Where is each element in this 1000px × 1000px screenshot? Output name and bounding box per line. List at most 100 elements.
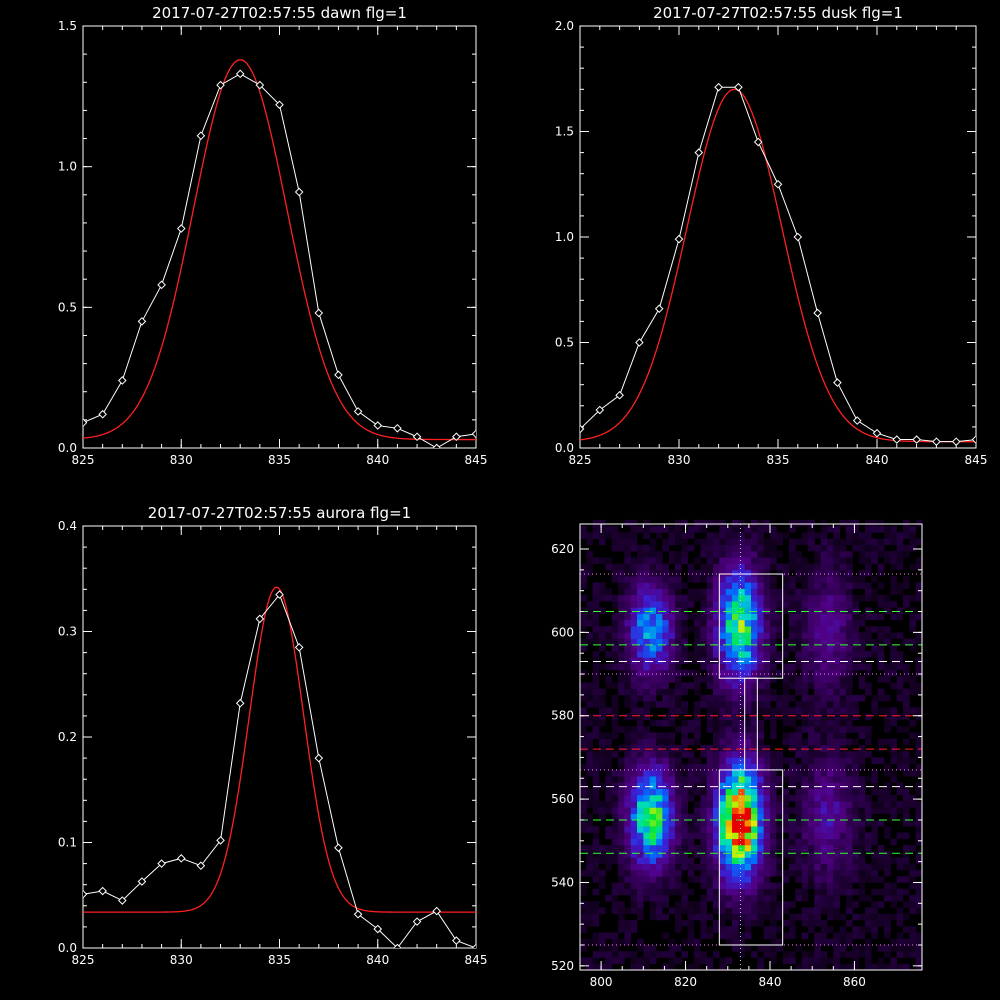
heatmap-cell	[877, 919, 885, 927]
heatmap-cell	[618, 807, 625, 814]
heatmap-cell	[782, 694, 790, 702]
heatmap-cell	[757, 663, 764, 671]
heatmap-cell	[732, 926, 739, 933]
heatmap-cell	[732, 888, 739, 896]
heatmap-cell	[839, 844, 847, 852]
heatmap-cell	[814, 757, 821, 764]
heatmap-cell	[763, 901, 771, 908]
heatmap-cell	[820, 807, 828, 814]
heatmap-cell	[694, 613, 701, 621]
heatmap-cell	[801, 776, 809, 783]
heatmap-cell	[896, 763, 904, 771]
heatmap-cell	[871, 769, 878, 777]
heatmap-cell	[909, 844, 916, 852]
heatmap-cell	[744, 888, 752, 896]
heatmap-cell	[668, 569, 676, 577]
heatmap-cell	[624, 876, 631, 883]
heatmap-cell	[789, 719, 796, 727]
heatmap-cell	[618, 776, 625, 783]
heatmap-cell	[846, 894, 853, 902]
heatmap-cell	[713, 769, 720, 777]
heatmap-cell	[675, 669, 682, 677]
heatmap-cell	[637, 588, 644, 596]
heatmap-cell	[706, 776, 714, 783]
heatmap-cell	[656, 807, 663, 814]
heatmap-cell	[649, 669, 657, 677]
heatmap-cell	[605, 851, 612, 858]
heatmap-cell	[782, 576, 790, 583]
heatmap-cell	[713, 544, 720, 552]
heatmap-cell	[801, 676, 809, 683]
heatmap-cell	[858, 732, 866, 739]
heatmap-cell	[732, 719, 739, 727]
heatmap-cell	[580, 813, 587, 821]
heatmap-cell	[744, 682, 752, 689]
heatmap-cell	[776, 669, 783, 677]
heatmap-cell	[656, 763, 663, 771]
heatmap-cell	[637, 576, 644, 583]
heatmap-cell	[637, 651, 644, 658]
data-point	[432, 906, 442, 916]
heatmap-cell	[668, 532, 676, 539]
heatmap-cell	[649, 676, 657, 683]
heatmap-cell	[719, 538, 726, 546]
heatmap-cell	[643, 694, 650, 702]
heatmap-cell	[789, 863, 796, 871]
heatmap-cell	[681, 594, 688, 602]
heatmap-cell	[649, 951, 657, 958]
heatmap-cell	[700, 826, 707, 833]
y-tick-label: 1.5	[555, 125, 574, 139]
heatmap-cell	[605, 794, 612, 802]
fit-curve	[83, 59, 476, 441]
heatmap-cell	[782, 801, 790, 808]
heatmap-cell	[833, 651, 840, 658]
heatmap-cell	[814, 688, 821, 696]
heatmap-cell	[700, 769, 707, 777]
heatmap-cell	[751, 532, 758, 539]
heatmap-cell	[801, 519, 809, 527]
data-point	[615, 390, 624, 400]
heatmap-cell	[763, 894, 771, 902]
heatmap-cell	[592, 901, 600, 908]
heatmap-cell	[839, 932, 847, 940]
heatmap-cell	[858, 638, 866, 646]
heatmap-cell	[719, 932, 726, 940]
heatmap-cell	[884, 794, 891, 802]
heatmap-cell	[580, 776, 587, 783]
heatmap-cell	[719, 732, 726, 739]
heatmap-cell	[858, 801, 866, 808]
heatmap-cell	[586, 701, 593, 708]
heatmap-cell	[801, 719, 809, 727]
heatmap-cell	[903, 544, 910, 552]
heatmap-cell	[732, 819, 739, 827]
heatmap-cell	[706, 576, 714, 583]
heatmap-cell	[694, 813, 701, 821]
heatmap-cell	[630, 688, 638, 696]
heatmap-cell	[681, 826, 688, 833]
heatmap-cell	[605, 744, 612, 752]
heatmap-cell	[592, 763, 600, 771]
heatmap-cell	[738, 613, 745, 621]
heatmap-cell	[909, 619, 916, 627]
heatmap-cell	[839, 688, 847, 696]
heatmap-cell	[833, 807, 840, 814]
heatmap-cell	[586, 901, 593, 908]
heatmap-cell	[865, 626, 872, 633]
heatmap-cell	[852, 957, 859, 965]
heatmap-cell	[611, 801, 619, 808]
heatmap-cell	[630, 782, 638, 789]
heatmap-cell	[580, 713, 587, 721]
heatmap-cell	[877, 594, 885, 602]
heatmap-cell	[751, 801, 758, 808]
heatmap-cell	[643, 807, 650, 814]
heatmap-cell	[744, 901, 752, 908]
y-tick-label: 600	[551, 625, 574, 639]
y-tick-label: 0.0	[58, 441, 77, 455]
heatmap-cell	[599, 869, 606, 877]
heatmap-cell	[700, 551, 707, 558]
data-point	[353, 909, 363, 919]
heatmap-cell	[770, 607, 777, 614]
heatmap-cell	[630, 626, 638, 633]
heatmap-cell	[833, 857, 840, 865]
heatmap-cell	[611, 594, 619, 602]
